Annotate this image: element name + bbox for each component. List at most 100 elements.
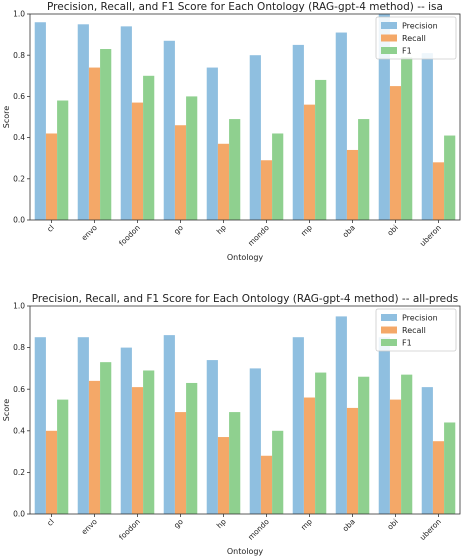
legend-swatch-precision xyxy=(381,314,397,321)
bar-recall-uberon xyxy=(432,162,445,220)
bar-precision-obi xyxy=(378,14,390,220)
bar-f1-go xyxy=(186,96,198,220)
bar-f1-oba xyxy=(358,376,370,514)
y-tick-label: 0.6 xyxy=(13,385,25,394)
bar-f1-mp xyxy=(315,372,327,514)
bar-recall-envo xyxy=(88,67,101,220)
bar-f1-obi xyxy=(401,57,413,221)
legend-label-recall: Recall xyxy=(402,326,426,335)
bar-recall-cl xyxy=(45,133,58,220)
legend-label-precision: Precision xyxy=(402,22,438,31)
bar-f1-uberon xyxy=(444,422,456,514)
bar-f1-hp xyxy=(229,119,241,220)
x-tick-label: obi xyxy=(385,517,399,531)
plot-frame xyxy=(29,305,461,515)
bar-recall-hp xyxy=(217,437,230,514)
y-tick-label: 0.0 xyxy=(13,216,25,225)
x-tick-label: foodon xyxy=(117,517,142,542)
x-axis-label: Ontology xyxy=(227,253,264,262)
x-axis-label: Ontology xyxy=(227,547,264,556)
x-tick-label: cl xyxy=(45,223,56,234)
y-axis-label: Score xyxy=(2,399,11,421)
legend-label-f1: F1 xyxy=(402,339,412,348)
x-tick-label: uberon xyxy=(418,223,443,248)
bar-precision-mp xyxy=(292,44,304,221)
y-tick-label: 0.2 xyxy=(13,174,25,183)
bar-recall-obi xyxy=(389,399,402,514)
legend-label-recall: Recall xyxy=(402,34,426,43)
bar-precision-hp xyxy=(206,67,218,220)
chart-title: Precision, Recall, and F1 Score for Each… xyxy=(47,1,443,13)
x-tick-label: cl xyxy=(45,517,56,528)
x-tick-label: mp xyxy=(299,517,314,532)
x-tick-label: uberon xyxy=(418,517,443,542)
bar-recall-mondo xyxy=(260,455,273,514)
y-tick-label: 0.8 xyxy=(13,343,25,352)
bar-recall-envo xyxy=(88,380,101,514)
legend-label-f1: F1 xyxy=(402,47,412,56)
bar-f1-mondo xyxy=(272,430,284,514)
legend: Precision Recall F1 xyxy=(375,308,457,352)
legend-swatch-recall xyxy=(381,34,397,42)
bar-f1-mp xyxy=(315,79,327,220)
bar-f1-cl xyxy=(57,399,69,514)
bar-f1-foodon xyxy=(143,75,155,220)
bar-recall-mp xyxy=(303,397,316,514)
bar-precision-foodon xyxy=(120,347,132,514)
chart-all-preds: Precision, Recall, and F1 Score for Each… xyxy=(2,293,461,556)
bar-recall-mp xyxy=(303,104,316,220)
legend-swatch-recall xyxy=(381,326,397,334)
bar-recall-foodon xyxy=(131,102,144,220)
bar-precision-uberon xyxy=(421,387,433,514)
bar-precision-cl xyxy=(34,337,46,514)
x-tick-label: hp xyxy=(215,223,228,236)
legend-label-precision: Precision xyxy=(402,314,438,323)
bar-recall-go xyxy=(174,412,187,514)
bar-recall-oba xyxy=(346,149,359,220)
chart-title: Precision, Recall, and F1 Score for Each… xyxy=(32,293,459,305)
y-tick-label: 0.2 xyxy=(13,468,25,477)
bar-recall-obi xyxy=(389,86,402,220)
bar-recall-hp xyxy=(217,143,230,220)
bar-precision-envo xyxy=(77,337,89,514)
y-tick-label: 0.4 xyxy=(13,133,25,142)
legend-swatch-f1 xyxy=(381,47,397,54)
x-tick-label: mondo xyxy=(246,517,271,542)
bar-precision-foodon xyxy=(120,26,132,220)
bar-recall-mondo xyxy=(260,160,273,220)
bar-precision-go xyxy=(163,40,175,220)
x-tick-label: oba xyxy=(341,223,357,239)
bar-f1-go xyxy=(186,382,198,514)
x-tick-label: oba xyxy=(341,517,357,533)
bar-f1-obi xyxy=(401,374,413,514)
bar-precision-uberon xyxy=(421,53,433,220)
bar-precision-oba xyxy=(335,316,347,514)
plot-frame xyxy=(29,13,461,221)
bar-recall-foodon xyxy=(131,387,144,514)
y-tick-label: 0.4 xyxy=(13,426,25,435)
bar-f1-foodon xyxy=(143,370,155,514)
y-tick-label: 1.0 xyxy=(13,302,25,311)
y-tick-label: 1.0 xyxy=(13,10,25,19)
x-tick-label: obi xyxy=(385,223,399,237)
y-tick-label: 0.8 xyxy=(13,51,25,60)
x-tick-label: go xyxy=(172,517,185,530)
bar-f1-cl xyxy=(57,100,69,220)
bar-f1-envo xyxy=(100,49,112,220)
bar-recall-go xyxy=(174,125,187,220)
x-tick-label: go xyxy=(172,223,185,236)
bar-f1-envo xyxy=(100,362,112,514)
bar-precision-envo xyxy=(77,24,89,220)
bar-precision-hp xyxy=(206,360,218,514)
legend: Precision Recall F1 xyxy=(375,16,457,60)
bar-precision-obi xyxy=(378,337,390,514)
bar-recall-oba xyxy=(346,407,359,514)
x-tick-label: hp xyxy=(215,517,228,530)
bar-f1-uberon xyxy=(444,135,456,220)
x-tick-label: foodon xyxy=(117,223,142,248)
y-tick-label: 0.0 xyxy=(13,510,25,519)
y-axis-label: Score xyxy=(2,106,11,128)
x-tick-label: mp xyxy=(299,223,314,238)
bar-precision-oba xyxy=(335,32,347,220)
